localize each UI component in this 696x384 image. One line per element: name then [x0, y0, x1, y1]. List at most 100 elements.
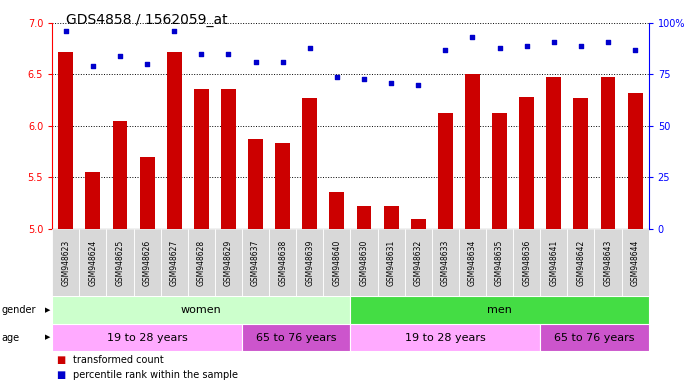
Text: GSM948627: GSM948627	[170, 239, 179, 286]
Bar	[329, 192, 345, 229]
Bar	[465, 74, 480, 229]
FancyBboxPatch shape	[459, 229, 486, 296]
Text: gender: gender	[1, 305, 36, 315]
Point	[576, 43, 587, 49]
Text: GSM948635: GSM948635	[495, 239, 504, 286]
Point	[168, 28, 180, 34]
Bar	[492, 113, 507, 229]
Bar	[140, 157, 155, 229]
Point	[386, 79, 397, 86]
Bar	[601, 76, 615, 229]
Text: GSM948632: GSM948632	[413, 239, 422, 286]
Bar	[167, 52, 182, 229]
Bar	[574, 98, 588, 229]
FancyBboxPatch shape	[161, 229, 188, 296]
Bar	[350, 296, 649, 324]
FancyBboxPatch shape	[79, 229, 106, 296]
Text: GSM948631: GSM948631	[386, 239, 395, 286]
Text: GSM948625: GSM948625	[116, 239, 125, 286]
Point	[304, 45, 315, 51]
Text: GSM948644: GSM948644	[631, 239, 640, 286]
Text: GSM948643: GSM948643	[603, 239, 612, 286]
FancyBboxPatch shape	[269, 229, 296, 296]
Text: GSM948636: GSM948636	[522, 239, 531, 286]
FancyBboxPatch shape	[540, 229, 567, 296]
Point	[223, 51, 234, 57]
Point	[603, 38, 614, 45]
Bar	[113, 121, 127, 229]
Text: GSM948640: GSM948640	[333, 239, 341, 286]
Text: 19 to 28 years: 19 to 28 years	[106, 333, 187, 343]
Bar	[52, 296, 350, 324]
Point	[630, 47, 641, 53]
Text: GSM948634: GSM948634	[468, 239, 477, 286]
Text: ▶: ▶	[45, 334, 50, 341]
FancyBboxPatch shape	[486, 229, 513, 296]
Bar	[52, 324, 242, 351]
Bar	[546, 76, 561, 229]
Text: GSM948642: GSM948642	[576, 239, 585, 286]
Bar	[350, 324, 540, 351]
Text: transformed count: transformed count	[73, 356, 164, 366]
Text: 65 to 76 years: 65 to 76 years	[554, 333, 635, 343]
Point	[548, 38, 560, 45]
Bar	[356, 206, 372, 229]
FancyBboxPatch shape	[296, 229, 324, 296]
FancyBboxPatch shape	[188, 229, 215, 296]
Text: GSM948633: GSM948633	[441, 239, 450, 286]
Text: GSM948623: GSM948623	[61, 239, 70, 286]
Text: GSM948641: GSM948641	[549, 239, 558, 286]
FancyBboxPatch shape	[622, 229, 649, 296]
Point	[87, 63, 98, 70]
Bar	[275, 144, 290, 229]
Text: percentile rank within the sample: percentile rank within the sample	[73, 370, 238, 380]
FancyBboxPatch shape	[215, 229, 242, 296]
Bar	[383, 206, 399, 229]
FancyBboxPatch shape	[404, 229, 432, 296]
FancyBboxPatch shape	[106, 229, 134, 296]
Bar	[302, 98, 317, 229]
Bar	[221, 89, 236, 229]
FancyBboxPatch shape	[377, 229, 404, 296]
Bar	[519, 97, 534, 229]
Text: GSM948628: GSM948628	[197, 239, 206, 286]
Point	[196, 51, 207, 57]
Point	[358, 76, 370, 82]
Point	[413, 82, 424, 88]
FancyBboxPatch shape	[324, 229, 350, 296]
Text: GSM948639: GSM948639	[306, 239, 315, 286]
Text: age: age	[1, 333, 19, 343]
Bar	[242, 324, 350, 351]
FancyBboxPatch shape	[52, 229, 79, 296]
Bar	[411, 218, 426, 229]
Text: GSM948629: GSM948629	[224, 239, 233, 286]
Bar	[194, 89, 209, 229]
FancyBboxPatch shape	[594, 229, 622, 296]
FancyBboxPatch shape	[350, 229, 377, 296]
FancyBboxPatch shape	[242, 229, 269, 296]
FancyBboxPatch shape	[432, 229, 459, 296]
Point	[141, 61, 152, 67]
Bar	[628, 93, 642, 229]
Point	[250, 59, 261, 65]
Bar	[248, 139, 263, 229]
Point	[440, 47, 451, 53]
Text: ■: ■	[56, 370, 65, 380]
Point	[60, 28, 71, 34]
Text: men: men	[487, 305, 512, 315]
Bar	[86, 172, 100, 229]
Bar	[438, 113, 453, 229]
Point	[114, 53, 125, 59]
Text: 65 to 76 years: 65 to 76 years	[256, 333, 336, 343]
Text: GSM948637: GSM948637	[251, 239, 260, 286]
Bar	[540, 324, 649, 351]
Text: GSM948638: GSM948638	[278, 239, 287, 286]
Bar	[58, 52, 73, 229]
Point	[494, 45, 505, 51]
Point	[521, 43, 532, 49]
Point	[277, 59, 288, 65]
Text: ▶: ▶	[45, 307, 50, 313]
FancyBboxPatch shape	[567, 229, 594, 296]
Text: GDS4858 / 1562059_at: GDS4858 / 1562059_at	[66, 13, 228, 27]
Text: GSM948624: GSM948624	[88, 239, 97, 286]
